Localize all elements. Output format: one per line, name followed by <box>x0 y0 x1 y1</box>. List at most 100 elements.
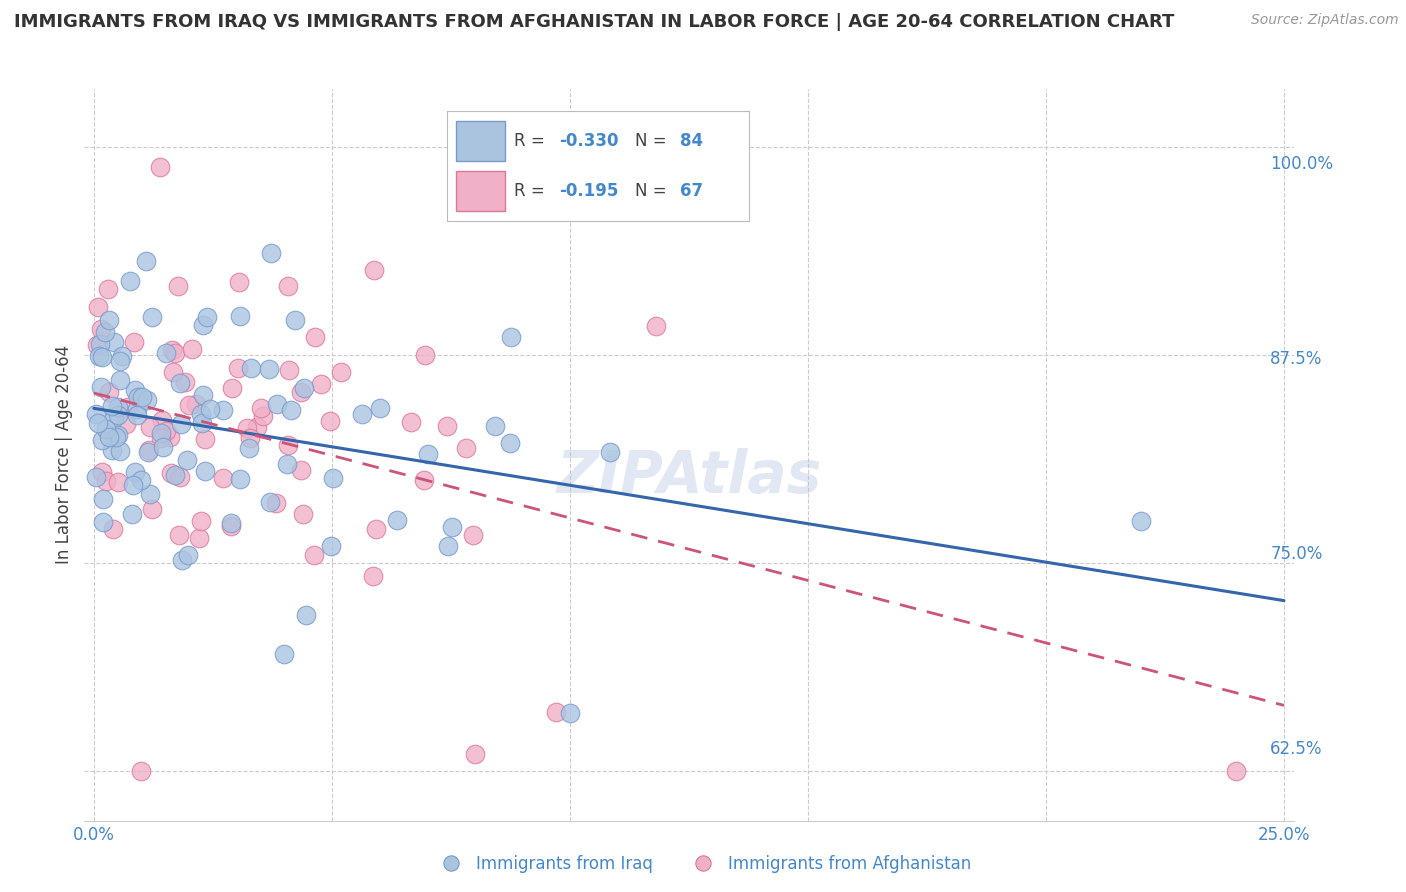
Point <box>181 485 204 500</box>
Point <box>515 518 537 533</box>
Point <box>222 441 245 455</box>
Point <box>204 399 226 413</box>
Point <box>224 417 246 432</box>
Point <box>333 253 356 268</box>
Point <box>181 506 204 520</box>
Point <box>208 471 231 485</box>
Point <box>221 392 243 406</box>
Point <box>195 406 218 420</box>
Point <box>191 337 214 351</box>
Point <box>321 417 343 432</box>
Point <box>190 397 212 411</box>
Point <box>217 389 239 403</box>
Point <box>180 326 202 340</box>
Point <box>214 389 236 403</box>
Point <box>212 400 235 414</box>
Point <box>176 405 198 419</box>
Point <box>350 401 373 416</box>
Point <box>492 529 515 543</box>
Point <box>198 351 221 365</box>
Point <box>371 537 394 551</box>
Point <box>326 407 349 421</box>
Point <box>193 426 215 441</box>
Point <box>315 361 337 376</box>
Point <box>233 423 256 437</box>
Point <box>249 285 271 300</box>
Point <box>385 412 408 426</box>
Point <box>212 406 235 420</box>
Point <box>176 464 198 478</box>
Legend: Immigrants from Iraq, Immigrants from Afghanistan: Immigrants from Iraq, Immigrants from Af… <box>427 848 979 880</box>
Point <box>215 467 238 481</box>
Point <box>471 350 494 364</box>
Point <box>347 451 370 466</box>
Point <box>190 438 212 452</box>
Point <box>602 685 624 699</box>
Point <box>509 437 531 451</box>
Point <box>297 510 319 524</box>
Point <box>209 459 232 474</box>
Point <box>235 410 257 425</box>
Point <box>180 351 202 366</box>
Point <box>232 173 254 187</box>
Point <box>425 558 447 572</box>
Point <box>1202 739 1225 754</box>
Point <box>298 381 321 395</box>
Text: IMMIGRANTS FROM IRAQ VS IMMIGRANTS FROM AFGHANISTAN IN LABOR FORCE | AGE 20-64 C: IMMIGRANTS FROM IRAQ VS IMMIGRANTS FROM … <box>14 13 1174 31</box>
Point <box>274 314 297 328</box>
Point <box>176 341 198 355</box>
Point <box>347 434 370 448</box>
Point <box>187 426 209 441</box>
Point <box>290 401 312 416</box>
Point <box>235 436 257 450</box>
Point <box>233 427 256 442</box>
Point <box>209 382 232 396</box>
Point <box>190 513 212 527</box>
Point <box>273 458 295 473</box>
Point <box>425 270 447 285</box>
Point <box>269 522 291 536</box>
Point <box>297 508 319 522</box>
Point <box>226 314 249 328</box>
Point <box>179 339 201 353</box>
Point <box>548 433 571 447</box>
Point <box>207 499 229 513</box>
Point <box>387 528 409 542</box>
Point <box>415 404 437 418</box>
Point <box>430 399 453 413</box>
Point <box>209 337 232 351</box>
Point <box>516 724 538 739</box>
Point <box>427 513 450 527</box>
Point <box>347 285 370 299</box>
Point <box>492 417 515 431</box>
Point <box>257 448 280 462</box>
Point <box>195 468 218 483</box>
Point <box>243 460 266 475</box>
Point <box>354 316 377 330</box>
Point <box>252 415 274 429</box>
Point <box>589 685 612 699</box>
Point <box>344 631 367 645</box>
Point <box>257 538 280 552</box>
Point <box>186 288 208 302</box>
Point <box>202 415 225 429</box>
Point <box>337 396 360 410</box>
Point <box>389 465 412 479</box>
Point <box>256 376 278 390</box>
Point <box>250 376 273 390</box>
Point <box>245 366 267 380</box>
Point <box>458 413 481 427</box>
Point <box>273 428 295 442</box>
Point <box>222 439 245 453</box>
Point <box>186 317 208 331</box>
Point <box>177 304 200 318</box>
Point <box>396 366 419 380</box>
Point <box>361 499 384 513</box>
Point <box>314 436 336 450</box>
Point <box>239 348 262 362</box>
Point <box>548 333 571 347</box>
Point <box>378 377 401 392</box>
Point <box>471 467 494 482</box>
Point <box>314 427 336 442</box>
Point <box>271 321 294 335</box>
